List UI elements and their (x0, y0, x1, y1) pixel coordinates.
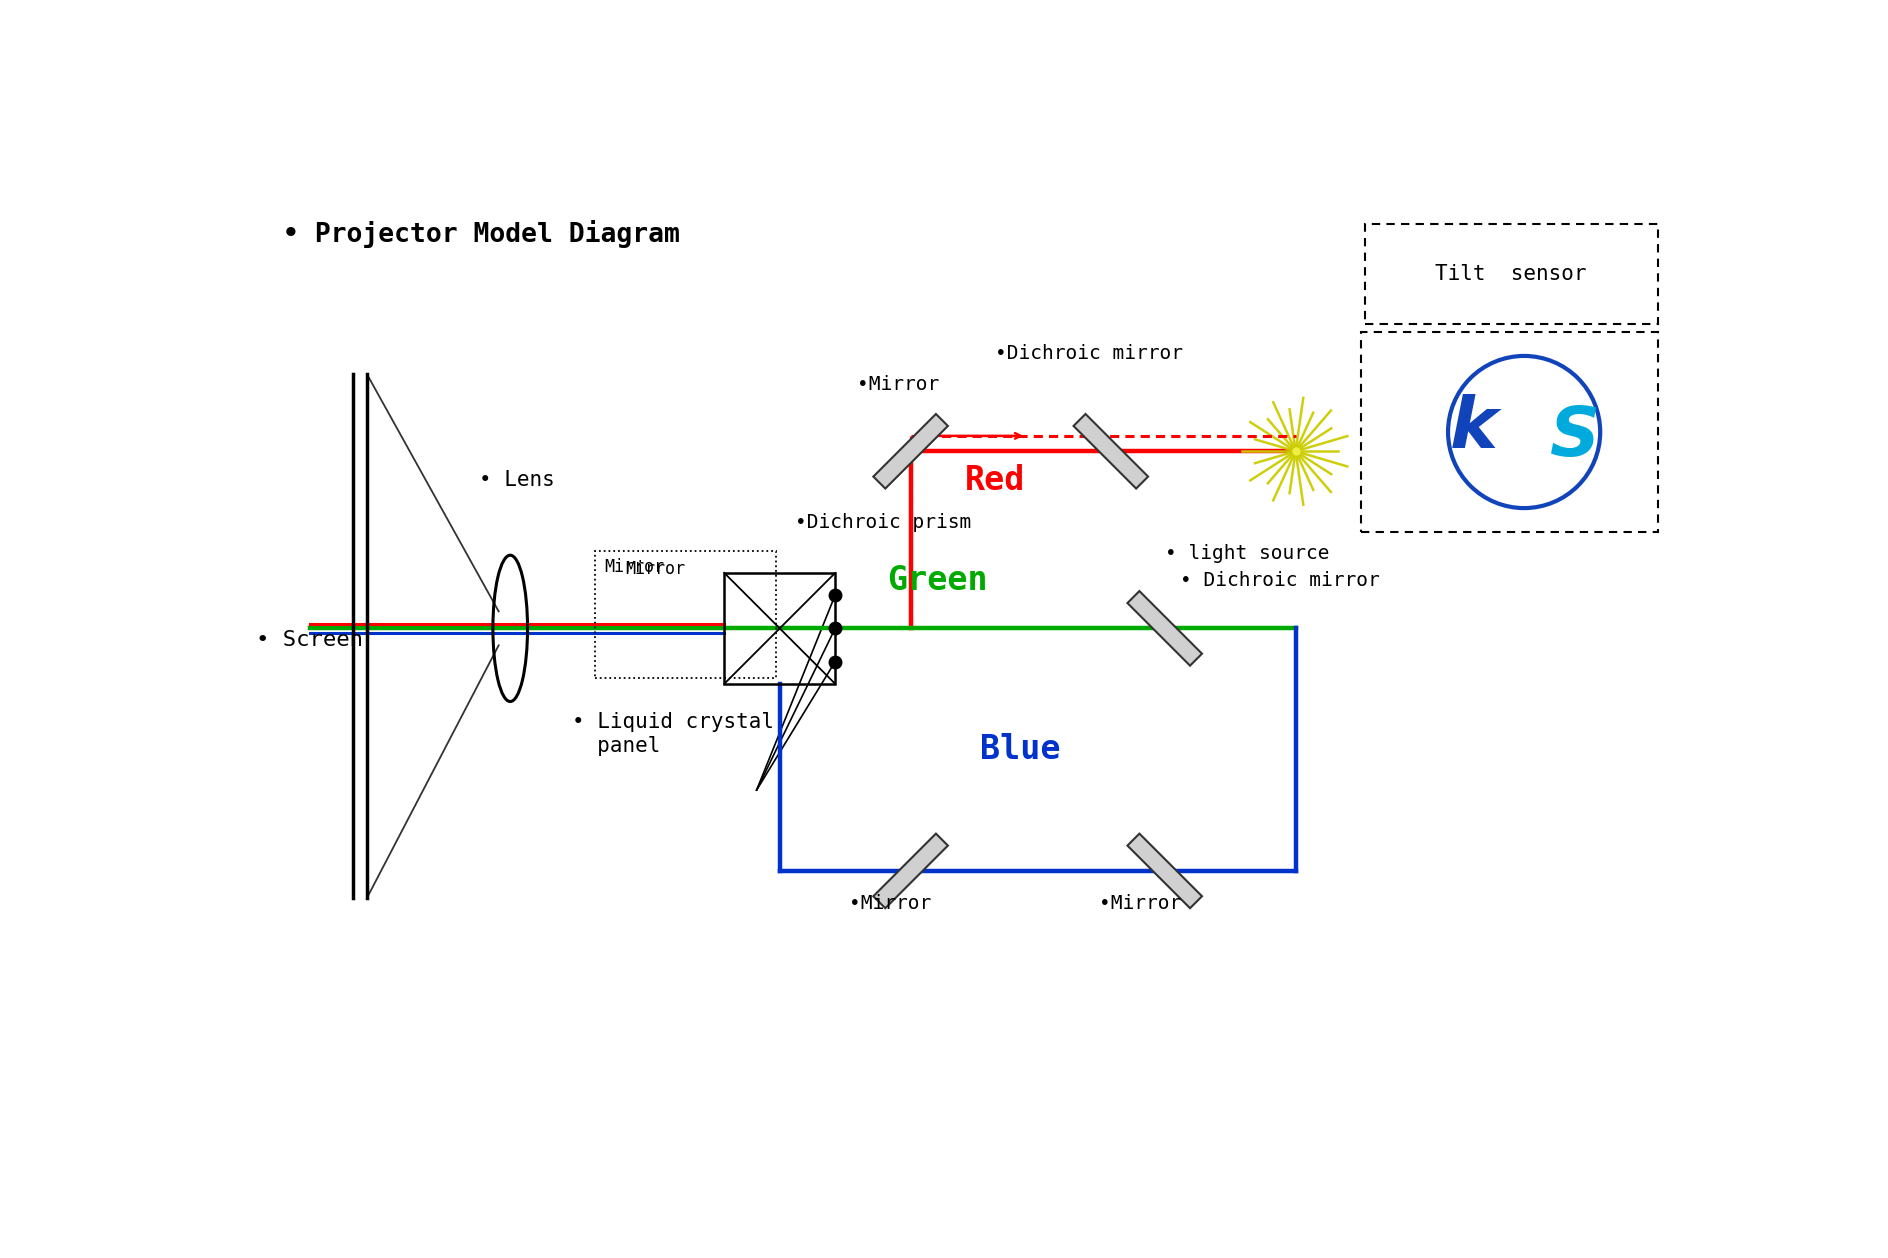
Text: • Projector Model Diagram: • Projector Model Diagram (283, 220, 680, 248)
Bar (1365, 224, 1658, 325)
Text: Green: Green (887, 564, 987, 596)
Bar (1361, 332, 1658, 532)
Polygon shape (1127, 591, 1203, 665)
Text: Mirror: Mirror (604, 557, 665, 575)
Text: • Dichroic mirror: • Dichroic mirror (1180, 571, 1380, 590)
Text: • light source: • light source (1165, 543, 1329, 564)
Text: •Mirror: •Mirror (1099, 894, 1182, 913)
Polygon shape (1074, 414, 1148, 488)
Text: • Liquid crystal
  panel: • Liquid crystal panel (572, 712, 774, 756)
Text: Tilt  sensor: Tilt sensor (1435, 264, 1588, 284)
Text: • Screen: • Screen (257, 630, 362, 650)
Polygon shape (1127, 834, 1203, 908)
Text: Red: Red (965, 464, 1025, 497)
Text: •Mirror: •Mirror (850, 894, 931, 913)
Text: k: k (1450, 394, 1497, 463)
Text: Mirror: Mirror (625, 560, 685, 579)
Text: Blue: Blue (980, 733, 1061, 766)
Text: • Lens: • Lens (480, 470, 555, 489)
Text: S: S (1550, 403, 1599, 469)
Polygon shape (874, 414, 948, 488)
Bar (595, 551, 776, 678)
Polygon shape (874, 834, 948, 908)
Text: •Mirror: •Mirror (857, 375, 938, 394)
Bar (725, 572, 834, 684)
Text: •Dichroic mirror: •Dichroic mirror (995, 343, 1184, 362)
Text: •Dichroic prism: •Dichroic prism (795, 513, 970, 532)
